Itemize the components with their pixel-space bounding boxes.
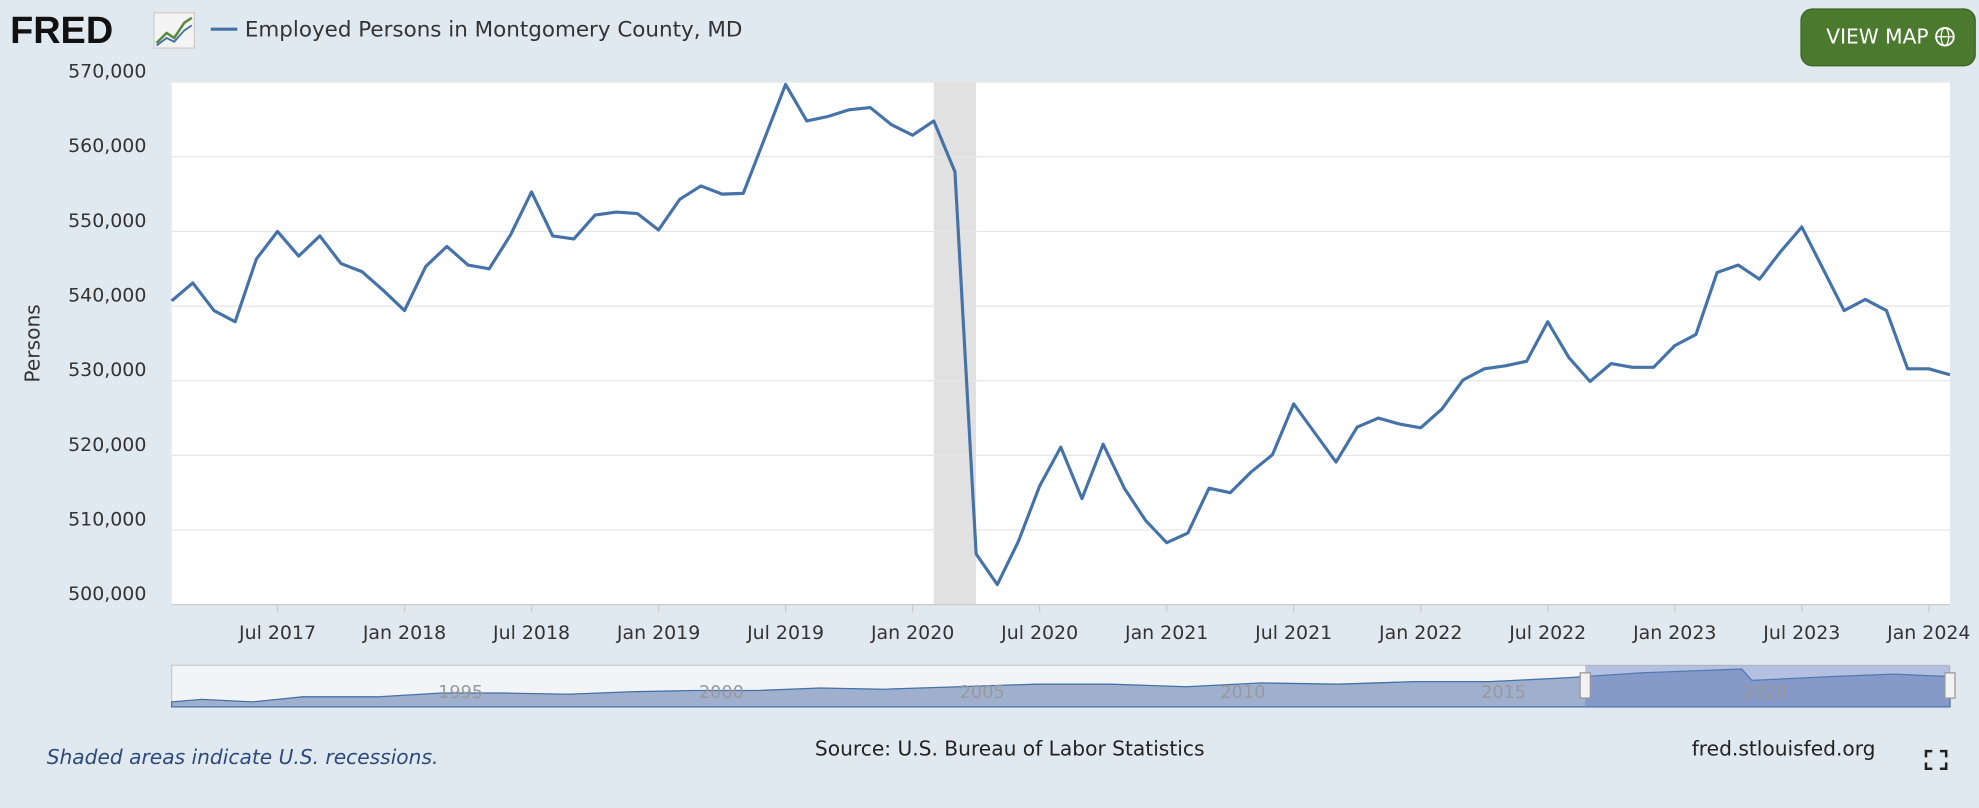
- navigator-label: 2020: [1742, 683, 1787, 703]
- navigator-label: 1995: [438, 683, 483, 703]
- x-tick-label: Jul 2022: [1508, 622, 1586, 644]
- site-url: fred.stlouisfed.org: [1692, 736, 1876, 760]
- series-line: [170, 82, 1951, 587]
- x-tick-label: Jul 2020: [1000, 622, 1078, 644]
- button-label[interactable]: VIEW MAP: [1826, 24, 1928, 48]
- navigator-label: 2010: [1220, 683, 1265, 703]
- logo-icon: [153, 12, 195, 49]
- x-tick-label: Jan 2024: [1886, 622, 1970, 644]
- x-tick-label: Jul 2017: [238, 622, 316, 644]
- y-tick-label: 540,000: [68, 284, 146, 306]
- y-axis-label: Persons: [21, 304, 45, 382]
- recession-band: [933, 82, 977, 605]
- x-tick-label: Jan 2020: [870, 622, 954, 644]
- fullscreen-icon[interactable]: [1924, 749, 1948, 771]
- x-tick-label: Jan 2019: [616, 622, 700, 644]
- navigator: [171, 664, 1956, 708]
- x-tick-label: Jan 2021: [1124, 622, 1208, 644]
- y-tick-label: 500,000: [68, 583, 146, 605]
- x-tick-label: Jan 2023: [1632, 622, 1716, 644]
- x-tick-label: Jul 2019: [746, 622, 824, 644]
- source: Source: U.S. Bureau of Labor Statistics: [815, 736, 1205, 760]
- y-tick-label: 530,000: [68, 359, 146, 381]
- navigator-labels: 1995 2000 2005 2010 2015 2020: [438, 683, 1787, 703]
- logo: FRED: [10, 10, 113, 52]
- y-tick-label: 520,000: [68, 434, 146, 456]
- button-bg[interactable]: [1800, 8, 1976, 67]
- x-tick-label: Jan 2022: [1378, 622, 1462, 644]
- x-tick-label: Jul 2018: [492, 622, 570, 644]
- plot-layer: [170, 81, 1951, 606]
- legend-label: Employed Persons in Montgomery County, M…: [245, 17, 742, 42]
- y-tick-label: 560,000: [68, 135, 146, 157]
- y-tick-label: 510,000: [68, 508, 146, 530]
- navigator-label: 2005: [960, 683, 1005, 703]
- y-tick-label: 570,000: [68, 61, 146, 83]
- recession-note: Shaded areas indicate U.S. recessions.: [47, 745, 439, 769]
- plot-area: [171, 82, 1950, 605]
- navigator-label: 2000: [699, 683, 744, 703]
- navigator-label: 2015: [1481, 683, 1526, 703]
- x-tick-label: Jan 2018: [362, 622, 446, 644]
- x-tick-label: Jul 2021: [1254, 622, 1332, 644]
- y-tick-label: 550,000: [68, 210, 146, 232]
- x-tick-label: Jul 2023: [1762, 622, 1840, 644]
- view-map-button[interactable]: VIEW MAP: [1800, 8, 1976, 67]
